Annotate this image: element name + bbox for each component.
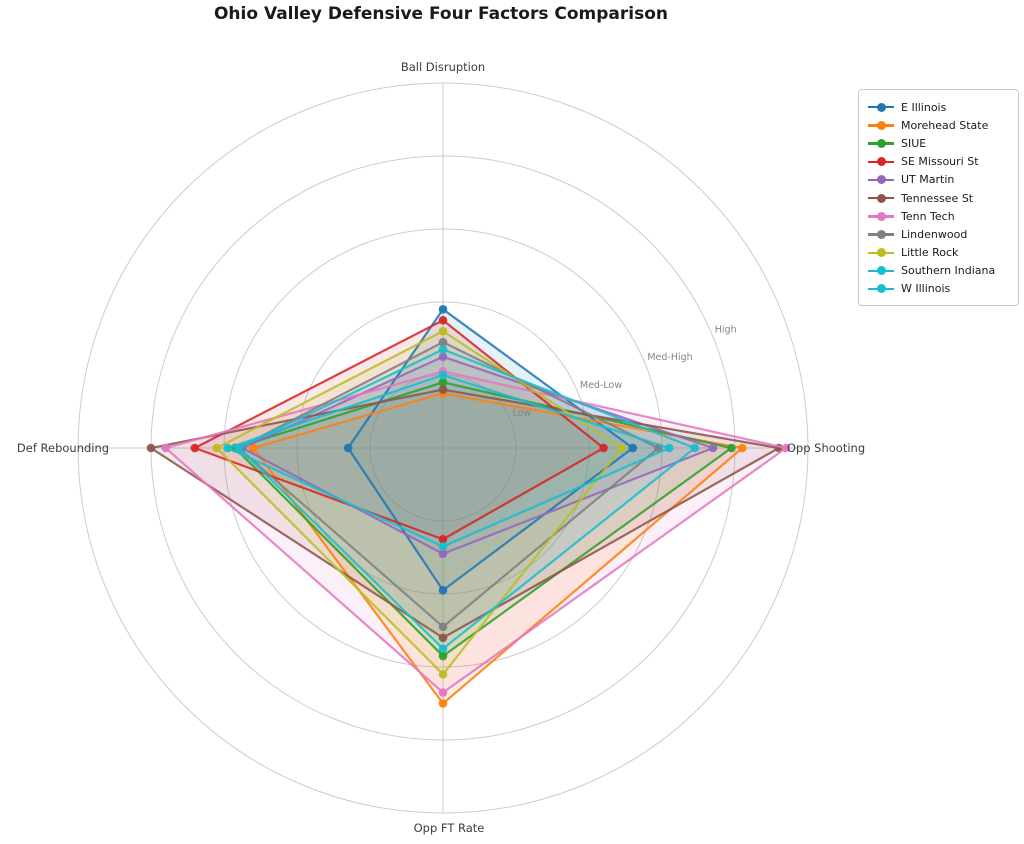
team-marker-siue	[438, 651, 448, 661]
legend-item-e-illinois: E Illinois	[868, 98, 1009, 116]
ring-label: Med-High	[647, 352, 692, 363]
legend-dot-icon	[877, 120, 886, 130]
legend-dot-icon	[877, 211, 886, 221]
team-marker-little-rock	[438, 670, 448, 679]
team-marker-little-rock	[617, 443, 627, 453]
legend-swatch	[868, 266, 894, 276]
ring-label: High	[715, 324, 737, 335]
team-marker-lindenwood	[438, 622, 448, 632]
legend-swatch	[868, 211, 894, 221]
team-marker-e-illinois	[438, 305, 448, 314]
team-marker-southern-indiana	[438, 644, 448, 654]
team-marker-little-rock	[438, 326, 448, 336]
axis-label-opp-shooting: Opp Shooting	[787, 441, 865, 455]
legend-label: Morehead State	[901, 118, 989, 132]
legend-dot-icon	[877, 248, 886, 258]
team-marker-tenn-tech	[438, 688, 448, 697]
team-marker-e-illinois	[628, 443, 638, 453]
legend-swatch	[868, 120, 894, 130]
team-marker-morehead-state	[248, 443, 258, 453]
team-marker-w-illinois	[438, 370, 448, 380]
team-marker-e-illinois	[343, 443, 353, 453]
team-marker-w-illinois	[665, 443, 674, 453]
legend-dot-icon	[877, 102, 886, 112]
team-fill-w-illinois	[227, 375, 670, 547]
legend-dot-icon	[877, 284, 886, 294]
team-marker-ut-martin	[438, 352, 448, 362]
axis-label-def-rebounding: Def Rebounding	[17, 441, 109, 455]
legend-dot-icon	[877, 157, 886, 167]
legend-label: Southern Indiana	[901, 264, 996, 278]
legend-dot-icon	[877, 175, 886, 185]
legend-item-lindenwood: Lindenwood	[868, 225, 1009, 243]
team-marker-southern-indiana	[438, 345, 448, 354]
legend-label: SE Missouri St	[901, 155, 979, 169]
legend-item-little-rock: Little Rock	[868, 244, 1009, 262]
legend-item-w-illinois: W Illinois	[868, 280, 1009, 298]
legend-label: E Illinois	[901, 100, 947, 114]
legend-swatch	[868, 229, 894, 239]
legend-label: Little Rock	[901, 246, 959, 260]
legend-label: W Illinois	[901, 282, 951, 296]
team-marker-e-illinois	[438, 586, 448, 595]
team-fill-e-illinois	[348, 309, 633, 591]
team-marker-lindenwood	[438, 337, 448, 347]
team-marker-southern-indiana	[690, 443, 700, 453]
legend-item-se-missouri-st: SE Missouri St	[868, 153, 1009, 171]
team-marker-tennessee-st	[438, 385, 448, 394]
legend-item-southern-indiana: Southern Indiana	[868, 262, 1009, 280]
team-marker-ut-martin	[438, 549, 448, 559]
team-marker-tennessee-st	[146, 443, 156, 453]
team-marker-w-illinois	[223, 443, 232, 453]
legend-dot-icon	[877, 138, 886, 148]
legend-label: UT Martin	[901, 173, 955, 187]
team-marker-se-missouri-st	[438, 315, 448, 325]
team-fill-southern-indiana	[238, 349, 695, 649]
team-fill-siue	[234, 382, 732, 657]
legend-dot-icon	[877, 193, 886, 203]
legend: E Illinois Morehead State SIUE SE Missouri …	[858, 89, 1019, 307]
ring-label: Med-Low	[580, 380, 622, 391]
legend-label: SIUE	[901, 136, 927, 150]
team-marker-ut-martin	[708, 443, 718, 453]
axis-label-opp-ft-rate: Opp FT Rate	[414, 821, 485, 835]
team-marker-siue	[727, 443, 736, 453]
legend-dot-icon	[877, 266, 886, 276]
legend-swatch	[868, 138, 894, 148]
team-marker-se-missouri-st	[438, 534, 448, 544]
team-marker-morehead-state	[738, 443, 747, 453]
legend-swatch	[868, 284, 894, 294]
team-marker-siue	[438, 378, 448, 387]
legend-swatch	[868, 175, 894, 185]
legend-item-ut-martin: UT Martin	[868, 171, 1009, 189]
legend-item-tennessee-st: Tennessee St	[868, 189, 1009, 207]
team-marker-morehead-state	[438, 699, 448, 708]
team-marker-w-illinois	[438, 542, 448, 551]
ring-label: Low	[512, 408, 531, 419]
team-marker-tennessee-st	[438, 633, 448, 643]
legend-swatch	[868, 193, 894, 203]
legend-item-tenn-tech: Tenn Tech	[868, 207, 1009, 225]
legend-item-morehead-state: Morehead State	[868, 116, 1009, 134]
team-marker-tenn-tech	[781, 443, 791, 453]
legend-label: Tennessee St	[901, 191, 974, 205]
chart-title: Ohio Valley Defensive Four Factors Compa…	[213, 4, 669, 24]
legend-swatch	[868, 248, 894, 258]
team-marker-se-missouri-st	[599, 443, 608, 453]
team-marker-se-missouri-st	[190, 443, 200, 453]
legend-label: Tenn Tech	[901, 209, 955, 223]
team-marker-little-rock	[212, 443, 221, 453]
legend-label: Lindenwood	[901, 227, 968, 241]
legend-item-siue: SIUE	[868, 134, 1009, 152]
legend-dot-icon	[877, 229, 886, 239]
axis-label-ball-disruption: Ball Disruption	[401, 60, 485, 74]
legend-swatch	[868, 157, 894, 167]
legend-swatch	[868, 102, 894, 112]
team-marker-tenn-tech	[161, 443, 170, 453]
